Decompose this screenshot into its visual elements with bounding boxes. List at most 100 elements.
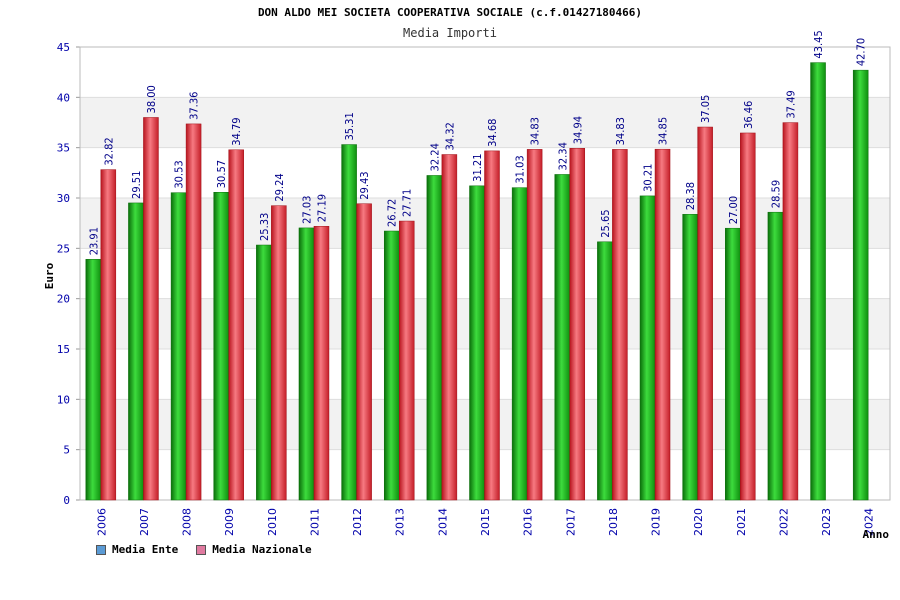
chart-subtitle: Media Importi (403, 26, 497, 40)
y-tick-label: 35 (57, 142, 70, 155)
data-label-media-nazionale: 32.82 (102, 137, 115, 165)
data-label-media-nazionale: 37.49 (784, 90, 797, 118)
data-label-media-nazionale: 34.79 (230, 117, 243, 145)
bar-media-nazionale (526, 149, 543, 501)
data-label-media-ente: 27.03 (300, 196, 313, 224)
data-label-media-ente: 30.57 (215, 160, 228, 188)
x-tick-label: 2022 (777, 508, 790, 536)
data-label-media-ente: 43.45 (812, 30, 825, 58)
data-label-media-ente: 32.34 (556, 142, 569, 170)
x-tick-label: 2020 (692, 508, 705, 536)
data-label-media-nazionale: 34.83 (529, 117, 542, 145)
data-label-media-ente: 31.03 (514, 155, 527, 183)
bar-media-ente (852, 69, 869, 501)
data-label-media-nazionale: 37.05 (699, 95, 712, 123)
bar-media-ente (426, 175, 443, 501)
x-tick-label: 2017 (564, 508, 577, 536)
bar-media-ente (810, 62, 826, 501)
x-tick-label: 2016 (522, 508, 535, 536)
bar-media-nazionale (398, 220, 415, 501)
data-label-media-ente: 25.65 (599, 209, 612, 237)
data-label-media-ente: 31.21 (471, 153, 484, 181)
legend-label-media-ente: Media Ente (112, 543, 179, 556)
bar-media-ente (383, 230, 400, 501)
x-tick-label: 2007 (138, 508, 151, 536)
bar-media-nazionale (228, 149, 244, 501)
x-tick-label: 2011 (308, 508, 321, 536)
legend-label-media-nazionale: Media Nazionale (212, 543, 312, 556)
data-label-media-ente: 25.33 (258, 213, 271, 241)
y-tick-label: 40 (57, 91, 70, 104)
bar-media-ente (341, 144, 357, 501)
x-tick-label: 2008 (181, 508, 194, 536)
data-label-media-ente: 28.38 (684, 182, 697, 210)
bar-media-nazionale (100, 169, 117, 501)
bar-media-nazionale (271, 205, 287, 501)
bar-media-ente (597, 241, 613, 501)
data-label-media-nazionale: 29.24 (273, 173, 286, 201)
legend-item-media-nazionale: Media Nazionale (196, 543, 312, 556)
x-tick-label: 2021 (735, 508, 748, 536)
y-tick-label: 15 (57, 343, 70, 356)
bar-media-ente (85, 259, 102, 501)
y-tick-label: 20 (57, 293, 70, 306)
bar-media-ente (682, 214, 698, 501)
data-label-media-ente: 32.24 (428, 143, 441, 171)
x-tick-label: 2009 (223, 508, 236, 536)
y-tick-label: 0 (63, 494, 70, 507)
data-label-media-nazionale: 34.83 (614, 117, 627, 145)
data-label-media-ente: 30.21 (642, 164, 655, 192)
bar-media-ente (725, 227, 741, 501)
bar-media-ente (511, 187, 528, 501)
data-label-media-nazionale: 34.85 (657, 117, 670, 145)
bar-media-nazionale (569, 148, 586, 501)
x-tick-label: 2013 (394, 508, 407, 536)
data-label-media-ente: 35.31 (343, 112, 356, 140)
data-label-media-ente: 23.91 (87, 227, 100, 255)
data-label-media-ente: 30.53 (173, 160, 186, 188)
data-label-media-nazionale: 34.94 (571, 116, 584, 144)
x-tick-label: 2014 (436, 508, 449, 536)
grid-band (80, 97, 890, 148)
bar-media-nazionale (782, 122, 799, 501)
data-label-media-ente: 27.00 (727, 196, 740, 224)
bar-media-ente (256, 244, 272, 501)
x-tick-label: 2023 (820, 508, 833, 536)
data-label-media-ente: 26.72 (386, 199, 399, 227)
y-tick-label: 25 (57, 242, 70, 255)
data-label-media-nazionale: 29.43 (358, 171, 371, 199)
data-label-media-nazionale: 38.00 (145, 85, 158, 113)
data-label-media-nazionale: 37.36 (188, 92, 201, 120)
bar-media-ente (554, 174, 571, 501)
data-label-media-nazionale: 34.32 (443, 122, 456, 150)
bar-media-nazionale (612, 149, 628, 501)
x-axis-title: Anno (863, 528, 890, 541)
bar-media-nazionale (441, 154, 458, 501)
data-label-media-nazionale: 27.19 (315, 194, 328, 222)
x-tick-label: 2018 (607, 508, 620, 536)
x-tick-label: 2015 (479, 508, 492, 536)
x-tick-label: 2010 (266, 508, 279, 536)
y-tick-label: 30 (57, 192, 70, 205)
legend: Media Ente Media Nazionale (96, 543, 312, 556)
data-label-media-nazionale: 27.71 (401, 189, 414, 217)
legend-swatch-media-nazionale (196, 544, 207, 555)
bar-media-nazionale (313, 226, 330, 501)
y-tick-label: 10 (57, 393, 70, 406)
x-tick-label: 2019 (650, 508, 663, 536)
bar-media-ente (469, 185, 485, 501)
data-label-media-ente: 28.59 (769, 180, 782, 208)
bar-media-ente (298, 227, 315, 501)
data-label-media-ente: 42.70 (855, 38, 868, 66)
bar-media-nazionale (654, 148, 671, 501)
y-tick-label: 45 (57, 41, 70, 54)
y-axis-title: Euro (43, 262, 56, 289)
bar-media-ente (213, 192, 229, 501)
bar-media-ente (128, 202, 144, 501)
grid-band (80, 47, 890, 98)
bar-media-ente (639, 195, 656, 501)
bar-media-nazionale (143, 117, 159, 501)
bar-media-nazionale (356, 203, 372, 501)
x-tick-label: 2024 (863, 508, 876, 536)
